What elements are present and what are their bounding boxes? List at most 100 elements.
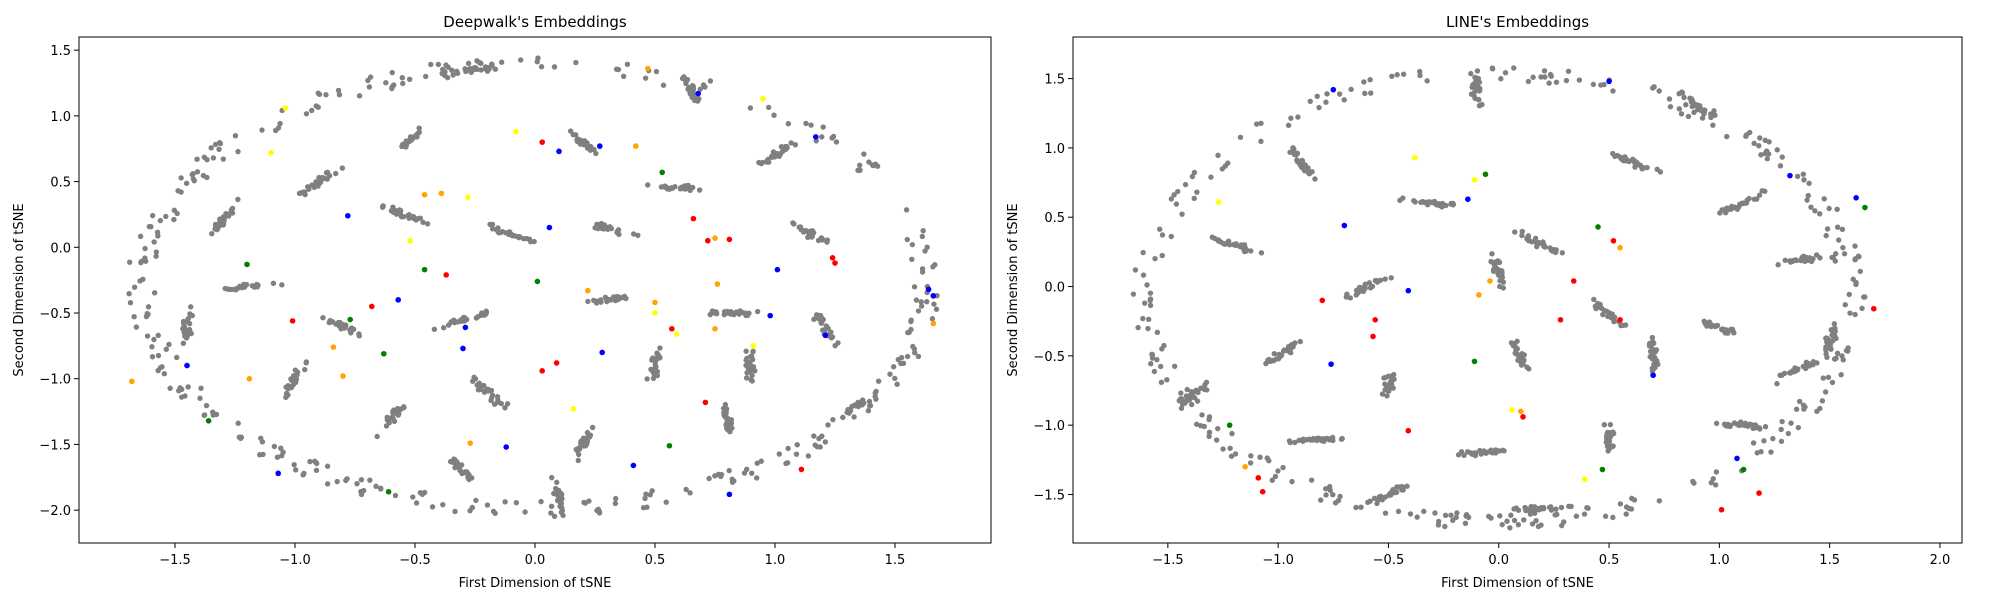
gray-point — [657, 345, 663, 351]
gray-point — [1604, 443, 1611, 449]
gray-point — [1193, 388, 1200, 395]
gray-point — [660, 82, 667, 88]
data-point-blue — [1405, 287, 1412, 294]
gray-point — [1547, 71, 1554, 78]
gray-point — [911, 284, 918, 290]
data-point-red — [705, 237, 711, 244]
gray-point — [151, 290, 158, 296]
series-orange — [1242, 244, 1623, 470]
gray-point — [1559, 250, 1565, 256]
gray-point — [642, 495, 648, 502]
data-point-yellow — [407, 237, 414, 244]
gray-point — [1563, 77, 1570, 84]
gray-point — [1442, 523, 1448, 530]
gray-point — [1806, 180, 1812, 187]
gray-point — [291, 461, 297, 468]
gray-point — [1215, 425, 1221, 432]
gray-point — [642, 75, 649, 81]
gray-point — [822, 439, 829, 445]
gray-point — [1304, 436, 1310, 443]
gray-point — [548, 510, 554, 516]
gray-point — [210, 155, 217, 161]
gray-point — [1395, 508, 1402, 515]
data-point-red — [1718, 506, 1725, 513]
gray-point — [555, 487, 562, 493]
gray-point — [1601, 81, 1607, 88]
gray-point — [538, 64, 545, 70]
gray-point — [604, 298, 610, 305]
gray-point — [1132, 267, 1139, 273]
gray-point — [1168, 196, 1175, 202]
x-tick-label: −0.5 — [1373, 553, 1405, 568]
gray-point — [1417, 72, 1423, 79]
gray-point — [334, 478, 340, 485]
gray-point — [1775, 261, 1781, 268]
gray-point — [1388, 275, 1394, 281]
gray-point — [830, 133, 837, 140]
data-point-green — [205, 417, 212, 424]
data-point-red — [553, 360, 560, 366]
gray-point — [1323, 492, 1329, 498]
gray-point — [151, 336, 157, 343]
data-point-orange — [714, 281, 721, 287]
data-point-yellow — [570, 406, 577, 412]
gray-point — [413, 500, 420, 506]
gray-point — [805, 453, 812, 459]
data-point-red — [1756, 490, 1762, 496]
gray-point — [649, 355, 656, 361]
data-point-blue — [767, 312, 773, 319]
gray-point — [1191, 169, 1198, 176]
gray-point — [743, 375, 750, 381]
gray-point — [909, 241, 916, 248]
gray-point — [484, 502, 491, 508]
gray-point — [1318, 497, 1324, 503]
gray-point — [1193, 421, 1200, 427]
gray-point — [1629, 495, 1635, 502]
gray-point — [1604, 435, 1610, 442]
gray-point — [209, 230, 215, 237]
gray-point — [1275, 355, 1282, 362]
x-tick-label: −1.5 — [159, 553, 191, 568]
gray-point — [333, 170, 339, 177]
gray-point — [1794, 173, 1801, 180]
gray-point — [624, 61, 631, 67]
data-point-blue — [1853, 195, 1859, 201]
gray-point — [1356, 284, 1363, 291]
gray-point — [1591, 296, 1597, 303]
gray-point — [513, 499, 520, 506]
gray-point — [407, 76, 413, 83]
gray-point — [465, 474, 471, 481]
gray-point — [1788, 420, 1794, 426]
gray-point — [813, 314, 820, 320]
gray-point — [1414, 514, 1420, 520]
gray-point — [1488, 258, 1494, 265]
gray-point — [1829, 379, 1836, 386]
gray-point — [808, 122, 814, 128]
gray-point — [1835, 237, 1842, 243]
x-tick-label: 2.0 — [1930, 553, 1951, 568]
gray-point — [1292, 439, 1298, 446]
gray-point — [783, 460, 789, 467]
gray-point — [866, 159, 872, 165]
gray-point — [1551, 246, 1557, 253]
gray-point — [1679, 90, 1686, 96]
gray-point — [420, 219, 426, 226]
gray-point — [1779, 154, 1785, 160]
gray-point — [1764, 156, 1771, 162]
gray-point — [1753, 196, 1760, 202]
series-yellow — [1215, 154, 1588, 483]
gray-point — [394, 407, 401, 413]
gray-point — [390, 204, 396, 210]
gray-point — [1327, 487, 1333, 493]
gray-point — [133, 324, 140, 330]
gray-point — [277, 120, 283, 127]
gray-point — [145, 304, 152, 310]
gray-point — [741, 470, 748, 476]
gray-point — [1227, 445, 1233, 451]
gray-point — [389, 69, 395, 76]
gray-point — [643, 491, 649, 497]
gray-point — [1280, 464, 1286, 471]
gray-point — [220, 156, 226, 162]
gray-point — [443, 62, 449, 68]
